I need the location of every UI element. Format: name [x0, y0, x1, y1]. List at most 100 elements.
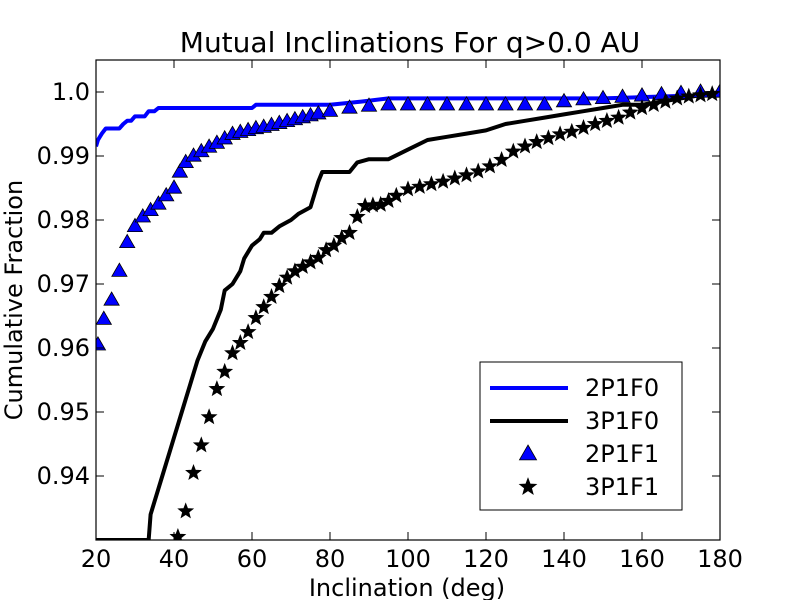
y-tick-label: 0.98: [37, 206, 90, 234]
marker-3P1F1: [598, 111, 616, 128]
marker-2P1F1: [118, 233, 136, 248]
legend: 2P1F0 3P1F0 2P1F1 3P1F1: [479, 361, 683, 511]
marker-3P1F1: [481, 157, 499, 174]
marker-3P1F1: [703, 85, 720, 102]
series-line-3P1F0: [96, 90, 720, 540]
x-tick-label: 140: [541, 545, 587, 573]
marker-2P1F1: [633, 87, 651, 102]
marker-2P1F1: [150, 195, 167, 210]
marker-2P1F1: [555, 92, 573, 108]
marker-3P1F1: [200, 408, 218, 425]
legend-label: 2P1F0: [585, 374, 659, 402]
marker-3P1F1: [208, 380, 226, 397]
x-tick-label: 80: [315, 545, 346, 573]
marker-2P1F1: [360, 97, 378, 112]
marker-3P1F1: [348, 207, 366, 224]
y-tick-label: 1.0: [52, 78, 90, 106]
legend-swatch: [518, 444, 538, 461]
marker-3P1F1: [263, 287, 280, 304]
series-line-2P1F0: [96, 92, 720, 147]
marker-3P1F1: [458, 166, 475, 183]
marker-2P1F1: [516, 95, 534, 111]
y-axis-label: Cumulative Fraction: [0, 180, 28, 420]
marker-3P1F1: [586, 115, 604, 132]
marker-3P1F1: [469, 162, 487, 179]
marker-3P1F1: [270, 277, 288, 294]
marker-3P1F1: [434, 172, 452, 189]
marker-2P1F1: [419, 95, 436, 111]
marker-3P1F1: [309, 248, 327, 265]
marker-2P1F1: [575, 90, 592, 106]
marker-2P1F1: [157, 186, 175, 202]
legend-label: 3P1F0: [585, 407, 659, 435]
marker-3P1F1: [633, 99, 651, 116]
marker-2P1F1: [477, 95, 495, 111]
legend-swatch: [518, 477, 538, 495]
x-tick-label: 100: [385, 545, 431, 573]
y-tick-label: 0.97: [37, 270, 90, 298]
marker-2P1F1: [399, 95, 417, 111]
marker-3P1F1: [247, 309, 265, 326]
y-tick-label: 0.99: [37, 142, 90, 170]
marker-2P1F1: [126, 217, 144, 232]
x-tick-label: 180: [697, 545, 743, 573]
chart-title: Mutual Inclinations For q>0.0 AU: [180, 26, 640, 59]
x-tick-label: 40: [159, 545, 190, 573]
marker-3P1F1: [399, 180, 417, 197]
marker-3P1F1: [169, 527, 187, 540]
marker-3P1F1: [422, 175, 440, 192]
legend-entry-2P1F0: 2P1F0: [490, 374, 659, 402]
marker-2P1F1: [96, 310, 113, 325]
marker-3P1F1: [621, 103, 639, 120]
marker-3P1F1: [493, 150, 511, 167]
marker-3P1F1: [446, 169, 464, 186]
marker-3P1F1: [387, 186, 405, 203]
marker-3P1F1: [192, 436, 210, 453]
marker-2P1F1: [165, 179, 183, 194]
marker-2P1F1: [380, 95, 397, 111]
x-axis-label: Inclination (deg): [309, 574, 505, 600]
marker-3P1F1: [656, 92, 674, 109]
marker-3P1F1: [216, 362, 234, 379]
x-tick-label: 20: [81, 545, 112, 573]
marker-3P1F1: [231, 334, 249, 351]
legend-label: 3P1F1: [585, 473, 659, 501]
marker-3P1F1: [575, 118, 592, 135]
marker-3P1F1: [239, 323, 257, 340]
marker-2P1F1: [171, 163, 189, 178]
marker-3P1F1: [504, 142, 522, 159]
marker-2P1F1: [458, 95, 475, 111]
marker-2P1F1: [438, 95, 456, 111]
y-tick-label: 0.96: [37, 334, 90, 362]
plot-area: [96, 83, 720, 540]
marker-3P1F1: [516, 137, 534, 154]
marker-3P1F1: [224, 344, 241, 361]
marker-2P1F1: [310, 104, 327, 120]
x-tick-label: 160: [619, 545, 665, 573]
marker-3P1F1: [668, 89, 686, 106]
marker-2P1F1: [594, 89, 612, 104]
x-tick-label: 60: [237, 545, 268, 573]
marker-3P1F1: [551, 125, 569, 142]
y-tick-label: 0.94: [37, 462, 90, 490]
marker-3P1F1: [539, 129, 557, 146]
marker-2P1F1: [341, 99, 358, 114]
marker-2P1F1: [614, 88, 631, 103]
legend-entry-2P1F1: 2P1F1: [518, 440, 659, 468]
marker-3P1F1: [692, 86, 709, 103]
marker-3P1F1: [341, 223, 358, 240]
marker-2P1F1: [103, 291, 120, 306]
marker-2P1F1: [497, 95, 514, 111]
marker-2P1F1: [111, 262, 128, 277]
marker-3P1F1: [610, 108, 628, 125]
marker-2P1F1: [711, 83, 720, 98]
plot-frame: [95, 59, 721, 541]
marker-3P1F1: [563, 122, 581, 139]
marker-2P1F1: [96, 335, 107, 351]
marker-2P1F1: [536, 95, 553, 111]
marker-3P1F1: [645, 95, 663, 112]
y-tick-label: 0.95: [37, 398, 90, 426]
legend-entry-3P1F1: 3P1F1: [518, 473, 659, 501]
x-tick-label: 120: [463, 545, 509, 573]
